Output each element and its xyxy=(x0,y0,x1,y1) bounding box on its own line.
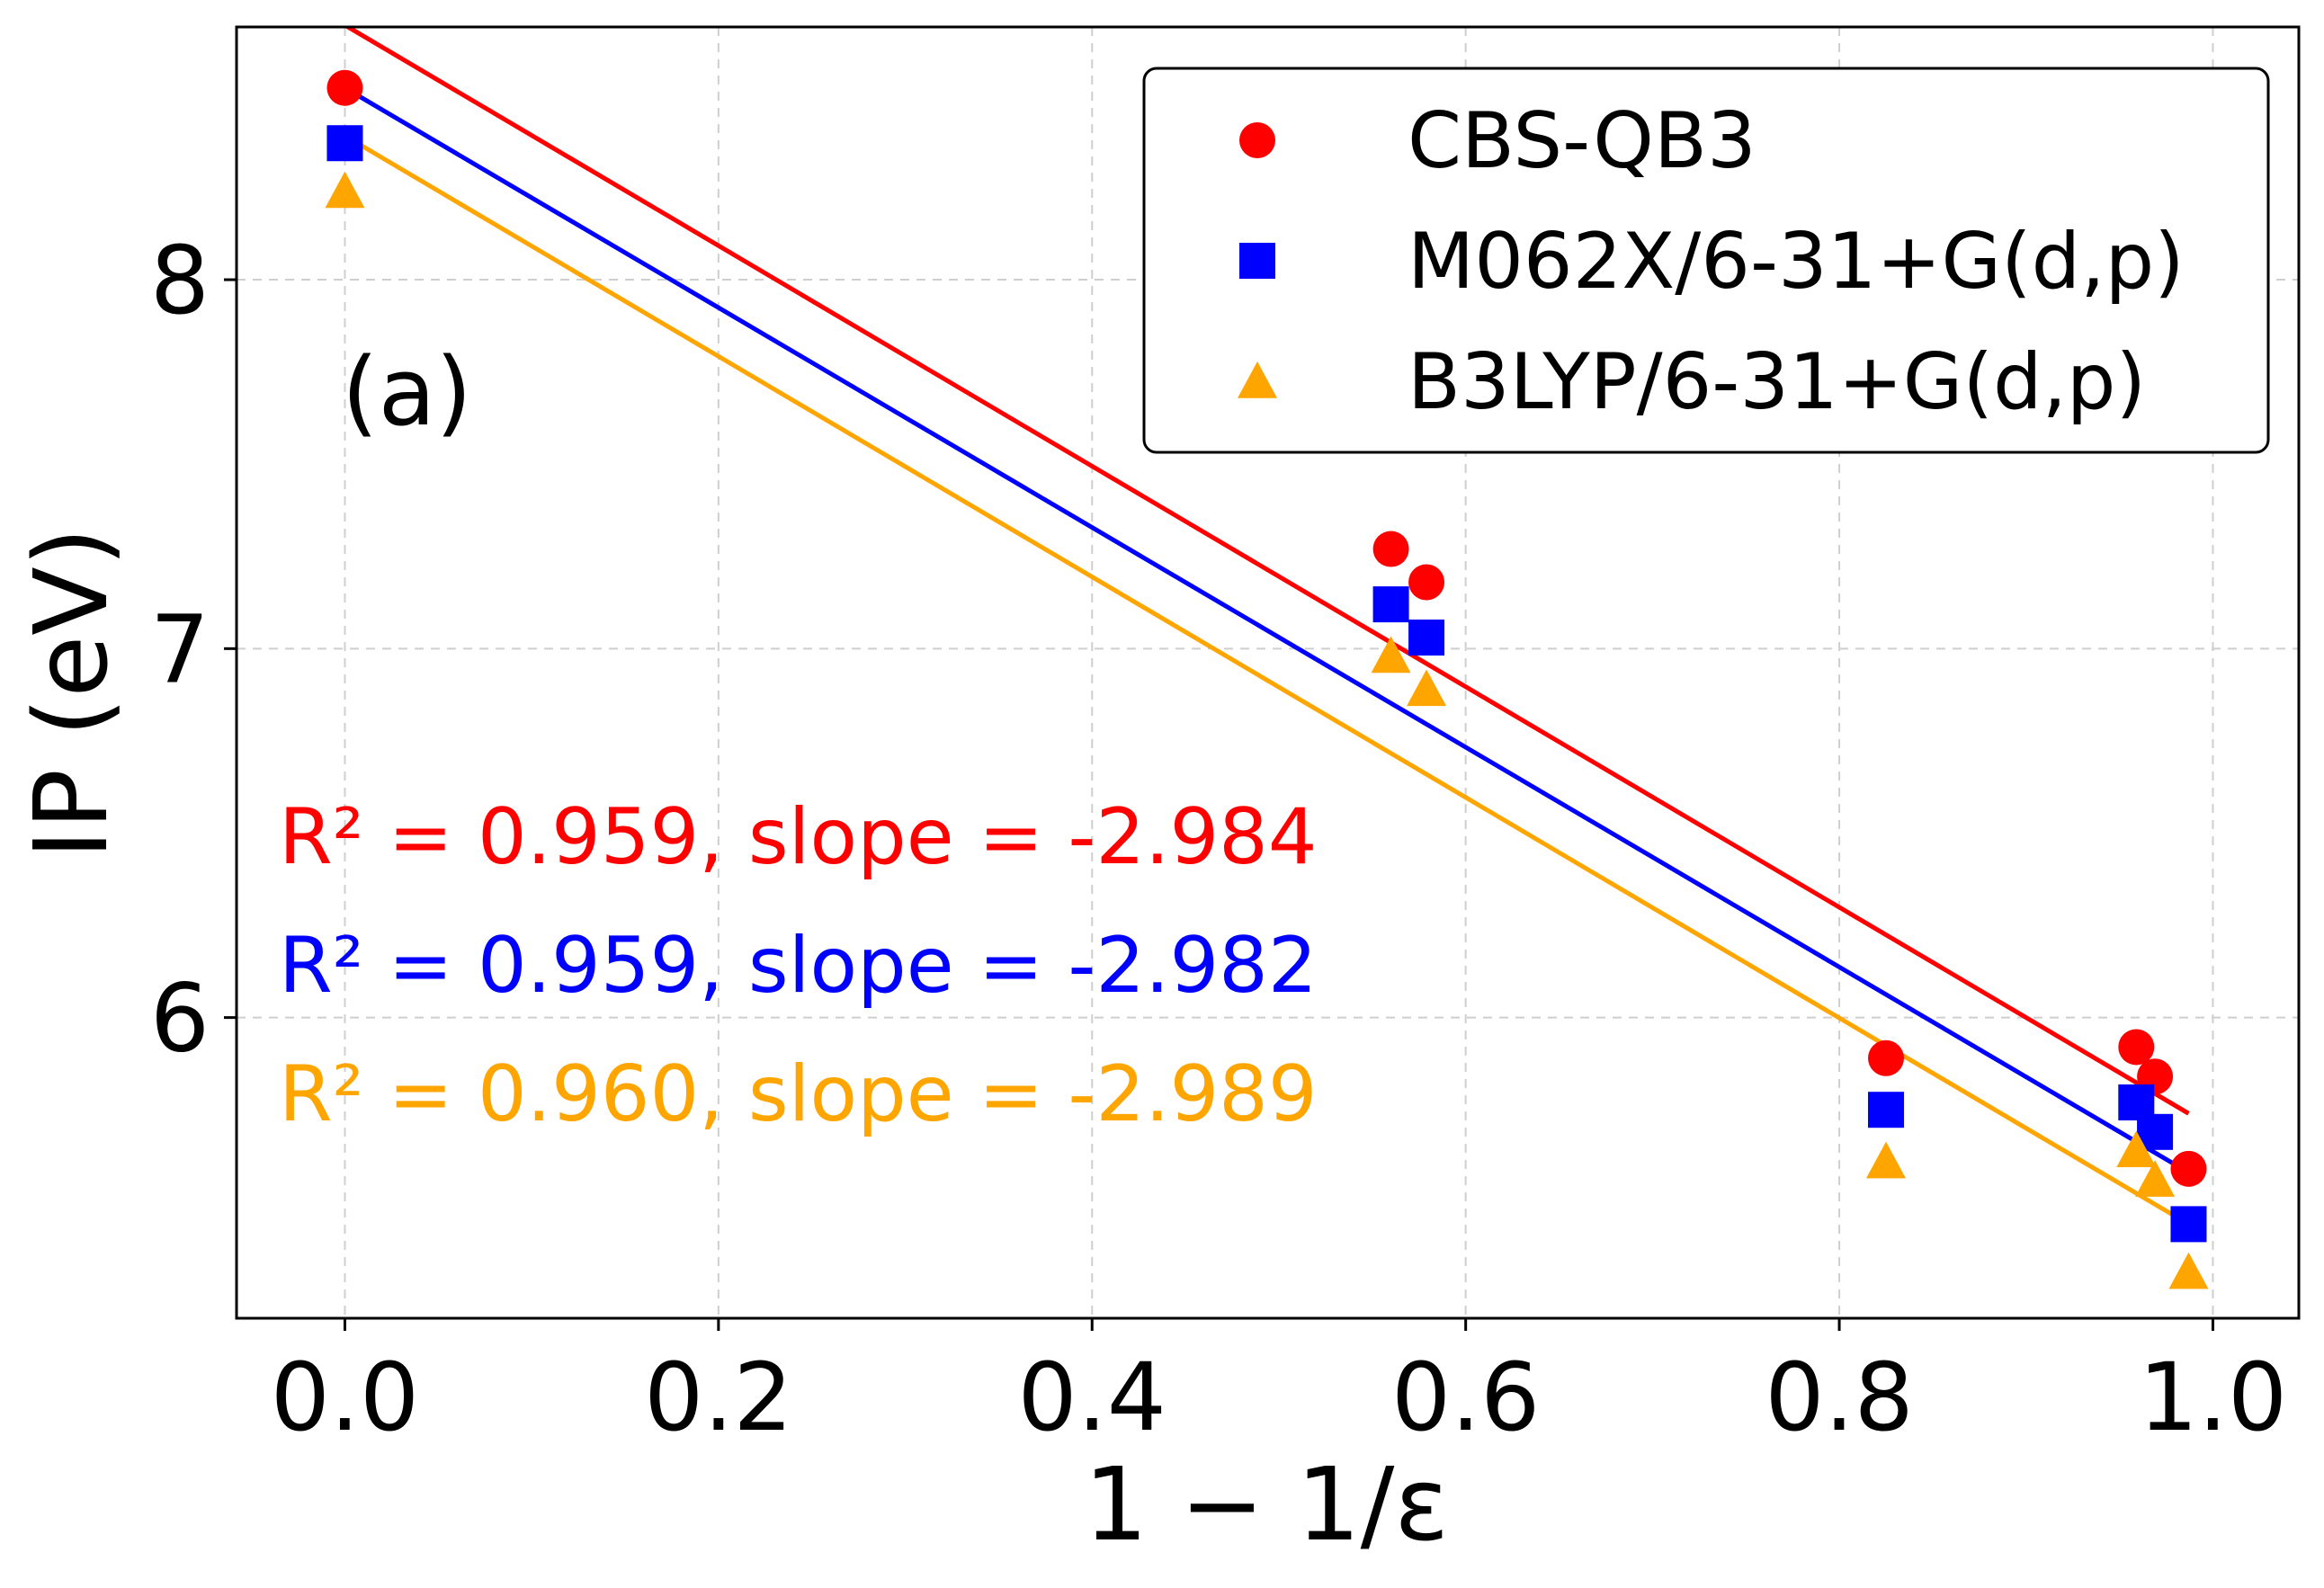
x-tick-label: 0.2 xyxy=(644,1343,792,1452)
data-point-circle xyxy=(2118,1029,2155,1066)
fit-annotation-circle: R² = 0.959, slope = -2.984 xyxy=(279,792,1318,882)
panel-label: (a) xyxy=(342,337,472,447)
y-axis-label: IP (eV) xyxy=(13,527,130,859)
data-point-triangle xyxy=(1407,669,1447,707)
data-point-triangle xyxy=(2135,1160,2176,1197)
axis-ticks: 0.0 0.2 0.4 0.6 0.8 1.0 6 7 8 xyxy=(150,226,2287,1452)
legend-marker-circle xyxy=(1239,122,1275,158)
legend-label: CBS-QB3 xyxy=(1408,96,1756,186)
x-tick-label: 0.8 xyxy=(1765,1343,1913,1452)
data-point-triangle xyxy=(1371,636,1411,674)
x-tick-label: 0.4 xyxy=(1018,1343,1166,1452)
fit-line-circle xyxy=(344,27,2190,1116)
fit-annotations: R² = 0.959, slope = -2.984 R² = 0.959, sl… xyxy=(279,792,1318,1139)
data-point-circle xyxy=(1867,1039,1904,1076)
y-tick-label: 8 xyxy=(150,226,210,335)
x-tick-label: 1.0 xyxy=(2139,1343,2287,1452)
data-point-triangle xyxy=(325,171,365,209)
data-point-triangle xyxy=(2116,1130,2157,1168)
y-tick-label: 6 xyxy=(150,964,210,1074)
legend-marker-triangle xyxy=(1238,361,1277,398)
data-point-triangle xyxy=(1865,1141,1906,1179)
x-axis-label: 1 − 1/ε xyxy=(1084,1447,1449,1564)
legend-marker-square xyxy=(1239,243,1275,279)
x-tick-label: 0.6 xyxy=(1391,1343,1540,1452)
data-point-square xyxy=(2170,1206,2207,1243)
data-point-circle xyxy=(2170,1150,2207,1187)
data-point-circle xyxy=(1372,531,1409,567)
data-point-square xyxy=(1867,1092,1904,1129)
fit-annotation-triangle: R² = 0.960, slope = -2.989 xyxy=(279,1049,1318,1139)
x-tick-label: 0.0 xyxy=(271,1343,419,1452)
data-point-triangle xyxy=(2168,1252,2209,1289)
data-point-square xyxy=(1408,620,1445,656)
y-tick-label: 7 xyxy=(150,594,210,704)
data-points xyxy=(325,69,2209,1289)
legend-box xyxy=(1142,67,2270,454)
fit-line-square xyxy=(344,85,2190,1175)
data-point-square xyxy=(1372,586,1409,623)
fit-annotation-square: R² = 0.959, slope = -2.982 xyxy=(279,921,1318,1011)
legend-label: B3LYP/6-31+G(d,p) xyxy=(1408,337,2146,427)
data-point-square xyxy=(326,125,363,162)
legend-label: M062X/6-31+G(d,p) xyxy=(1408,217,2185,307)
plot-frame xyxy=(235,25,2301,1320)
data-point-circle xyxy=(1408,564,1445,601)
data-point-circle xyxy=(326,69,363,106)
legend: CBS-QB3 M062X/6-31+G(d,p) B3LYP/6-31+G(d,p… xyxy=(1142,67,2270,454)
